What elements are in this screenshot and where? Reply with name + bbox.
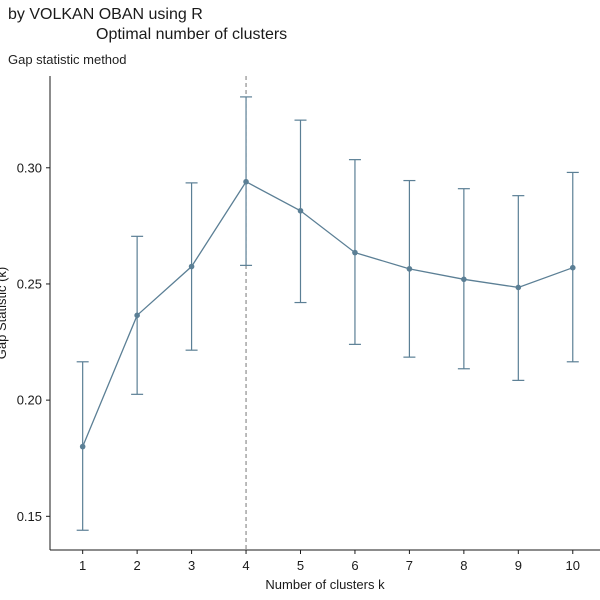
x-tick-label: 5 xyxy=(297,558,304,573)
x-axis-title: Number of clusters k xyxy=(265,577,385,592)
y-tick-label: 0.30 xyxy=(17,160,42,175)
data-point xyxy=(515,284,522,291)
data-point xyxy=(297,207,304,214)
chart-subtitle: Gap statistic method xyxy=(8,52,127,67)
y-tick-label: 0.25 xyxy=(17,276,42,291)
data-point xyxy=(188,263,195,270)
plot-layer xyxy=(76,76,579,550)
data-point xyxy=(569,264,576,271)
x-tick-label: 8 xyxy=(460,558,467,573)
ticks-layer: 1 2 3 4 5 6 7 8 9 10 0.15 0.20 0.25 0.30 xyxy=(17,160,580,573)
x-tick-label: 1 xyxy=(79,558,86,573)
data-point xyxy=(461,276,467,283)
x-tick-label: 9 xyxy=(515,558,522,573)
x-tick-label: 6 xyxy=(351,558,358,573)
data-point xyxy=(134,312,140,319)
x-tick-label: 2 xyxy=(134,558,141,573)
data-point xyxy=(243,178,249,185)
data-point xyxy=(352,249,358,256)
data-point xyxy=(79,443,86,450)
chart-title-line2: Optimal number of clusters xyxy=(96,26,288,43)
y-tick-label: 0.20 xyxy=(17,393,42,408)
x-tick-label: 7 xyxy=(406,558,413,573)
x-tick-label: 3 xyxy=(188,558,195,573)
x-tick-label: 4 xyxy=(242,558,249,573)
chart-title: by VOLKAN OBAN using R xyxy=(8,6,203,23)
data-point xyxy=(406,266,413,272)
x-tick-label: 10 xyxy=(566,558,580,573)
y-axis-title: Gap Statistic (k) xyxy=(0,267,9,359)
series-line xyxy=(82,180,573,447)
y-tick-label: 0.15 xyxy=(17,509,42,524)
axes-layer xyxy=(49,76,600,551)
